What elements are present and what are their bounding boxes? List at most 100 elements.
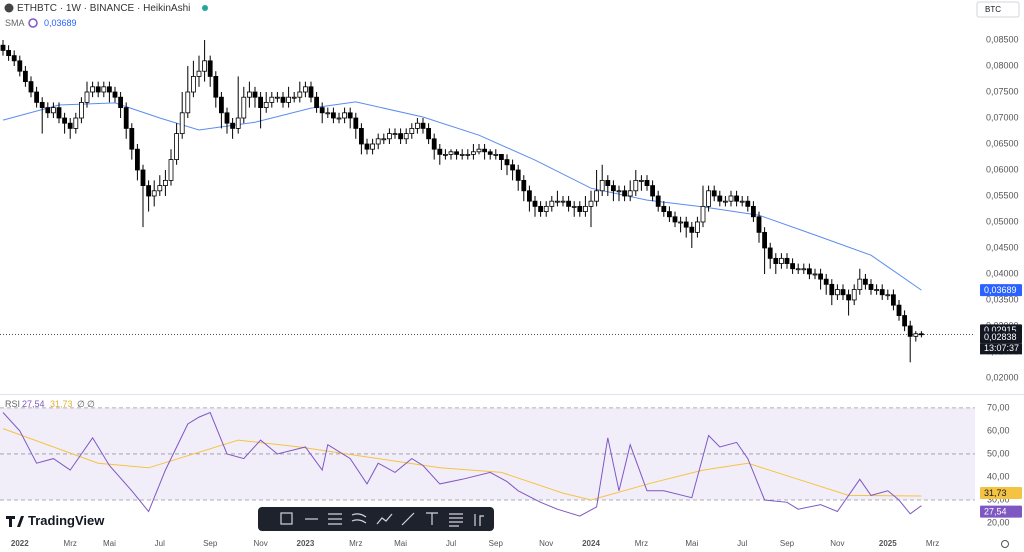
y-tick-label: 0,08000 [986, 60, 1019, 70]
currency[interactable]: BTC [985, 5, 1001, 14]
candle-body [73, 117, 79, 129]
candle-body [611, 185, 616, 192]
candle-body [207, 60, 213, 77]
candle-body [706, 190, 711, 207]
rsi-ma-axis-label-box [980, 487, 1022, 500]
candle-body [420, 122, 426, 129]
candle-body [79, 102, 84, 119]
candle-body [398, 133, 404, 140]
rsi-axis-label-box [980, 505, 1022, 518]
candle-body [28, 81, 34, 93]
tool-line[interactable] [401, 512, 415, 526]
currency-box[interactable] [976, 1, 1020, 18]
rsi-tick-label: 30,00 [987, 494, 1010, 504]
candle-body [510, 164, 516, 171]
y-tick-label: 0,04000 [986, 268, 1019, 278]
rsi-tick-label: 50,00 [987, 448, 1010, 458]
sma-price-label-box [980, 284, 1022, 297]
candle-body [90, 86, 95, 93]
candle-body [549, 200, 555, 207]
candle-body [577, 205, 583, 212]
candle-body [874, 289, 879, 291]
candle-body [246, 91, 252, 98]
rsi-tick-label: 60,00 [987, 425, 1010, 435]
price-label: 0,02915 [984, 325, 1017, 335]
logo-icon[interactable] [6, 516, 24, 527]
candle-body [297, 91, 303, 98]
candle-body [655, 195, 661, 207]
tool-fib[interactable] [449, 513, 463, 527]
candle-body [919, 333, 924, 336]
candle-body [123, 107, 129, 129]
y-tick-label: 0,07000 [986, 112, 1019, 122]
countdown-box [980, 343, 1022, 355]
x-tick-label: Jul [446, 539, 456, 548]
candle-body [146, 185, 152, 197]
candle-body [773, 257, 779, 264]
candle-body [39, 102, 45, 109]
candle-body [745, 200, 751, 207]
tool-path[interactable] [376, 513, 393, 525]
candle-body [218, 96, 224, 114]
tool-rect[interactable] [280, 512, 293, 525]
candle-body [51, 107, 56, 114]
candle-body [437, 148, 443, 155]
candle-body [543, 205, 549, 212]
candle-body [342, 112, 348, 119]
candle-body [67, 122, 73, 129]
candle-body [403, 133, 409, 140]
tool-more[interactable] [474, 514, 484, 526]
candle-body [263, 102, 269, 109]
toolbar-bg [258, 507, 494, 531]
rsi-param: ∅ [87, 399, 95, 409]
candle-body [325, 112, 331, 115]
candle-body [672, 216, 678, 223]
tool-curve[interactable] [351, 513, 367, 524]
candle-body [185, 91, 191, 114]
last-price-label-box [980, 331, 1022, 344]
candle-body [807, 268, 812, 275]
y-tick-label: 0,08500 [986, 34, 1019, 44]
x-tick-label: Mrz [349, 539, 362, 548]
candle-body [751, 205, 756, 218]
chart-title: ETHBTC · 1W · BINANCE · HeikinAshi [17, 3, 190, 14]
rsi-axis-label: 27,54 [984, 507, 1007, 517]
y-tick-label: 0,02000 [986, 372, 1019, 382]
y-tick-label: 0,05500 [986, 190, 1019, 200]
candle-body [62, 117, 67, 124]
rsi-param: ∅ [77, 399, 85, 409]
settings-icon[interactable] [1001, 540, 1009, 548]
candle-body [493, 153, 499, 156]
candle-body [683, 221, 689, 228]
tool-parallel[interactable] [328, 513, 342, 525]
candle-body [907, 325, 913, 337]
rsi-tick-label: 40,00 [987, 471, 1010, 481]
candle-body [622, 190, 627, 197]
candle-body [168, 159, 174, 181]
candle-body [566, 200, 571, 207]
candle-body [896, 304, 902, 316]
candle-body [913, 333, 919, 337]
sma-price-label: 0,03689 [984, 285, 1017, 295]
x-tick-label: Mrz [926, 539, 939, 548]
candle-body [700, 205, 706, 223]
candle-body [179, 112, 185, 134]
candle-body [515, 169, 521, 181]
x-tick-label: Jul [155, 539, 165, 548]
candle-body [107, 86, 112, 93]
tool-text[interactable] [426, 512, 438, 525]
x-tick-label: Nov [539, 539, 553, 548]
candle-body [230, 122, 236, 129]
candle-body [835, 289, 840, 296]
logo[interactable]: TradingView [6, 513, 105, 528]
y-tick-label: 0,06000 [986, 164, 1019, 174]
logo-text[interactable]: TradingView [28, 513, 105, 528]
x-tick-label: Mai [394, 539, 407, 548]
candle-body [695, 221, 700, 233]
candle-body [448, 151, 454, 155]
candle-body [235, 117, 241, 129]
candle-body [521, 179, 527, 192]
candle-body [627, 190, 633, 197]
candle-body [140, 169, 146, 186]
